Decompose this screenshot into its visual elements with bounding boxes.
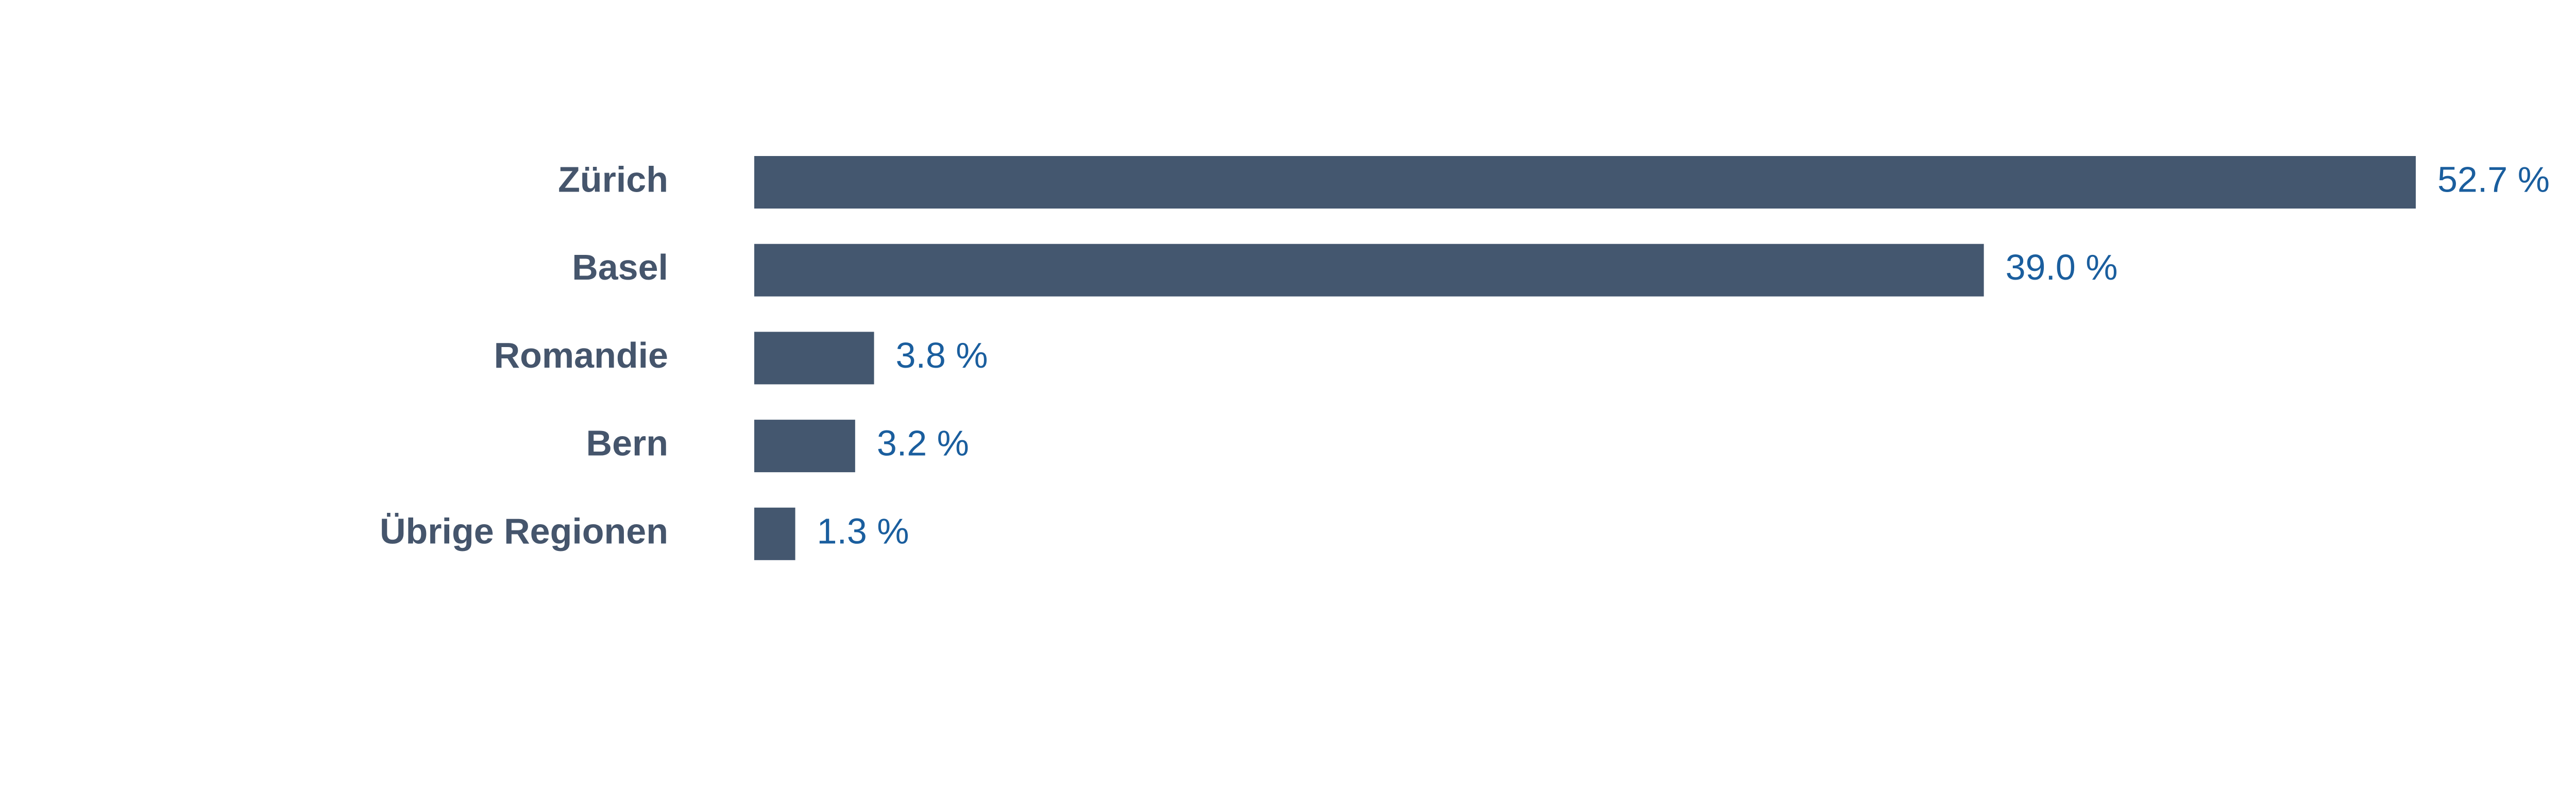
category-label: Romandie bbox=[494, 335, 668, 375]
value-label: 1.3 % bbox=[817, 511, 909, 551]
bar bbox=[754, 507, 795, 560]
category-label: Zürich bbox=[558, 159, 668, 199]
bar bbox=[754, 156, 2416, 209]
category-label: Übrige Regionen bbox=[380, 511, 668, 551]
bar bbox=[754, 420, 855, 473]
bar bbox=[754, 244, 1984, 297]
bar bbox=[754, 332, 874, 385]
value-label: 3.8 % bbox=[896, 335, 988, 375]
value-label: 39.0 % bbox=[2006, 247, 2118, 287]
category-label: Bern bbox=[586, 423, 668, 463]
value-label: 52.7 % bbox=[2437, 159, 2550, 199]
category-label: Basel bbox=[572, 247, 668, 287]
value-label: 3.2 % bbox=[877, 423, 969, 463]
